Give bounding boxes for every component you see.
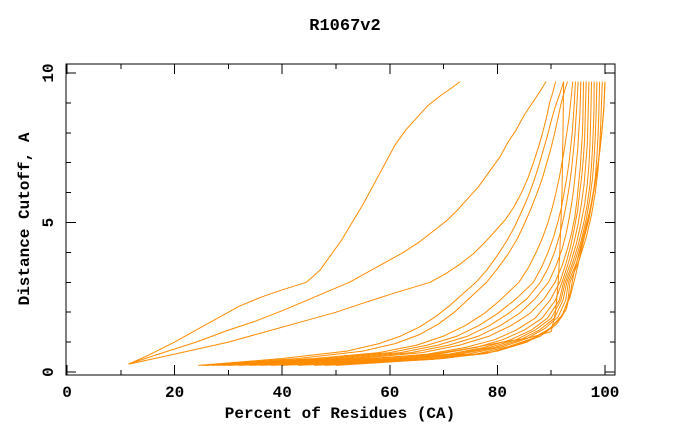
chart-title: R1067v2 [309,17,380,36]
y-axis-label: Distance Cutoff, A [16,132,34,305]
curve-model-16 [281,81,598,366]
tick-group [66,64,615,375]
curve-model-20 [335,81,606,366]
y-tick-label: 5 [40,218,58,228]
curve-model-01 [128,81,461,365]
plot-frame [65,63,616,376]
x-tick-label: 100 [591,384,620,402]
y-tick-label: 10 [40,63,58,82]
x-axis-label: Percent of Residues (CA) [225,405,455,423]
curve-model-14 [260,81,592,366]
curve-model-03 [129,81,556,365]
curve-model-17 [297,81,601,366]
x-tick-label: 80 [488,384,507,402]
curve-model-08 [211,81,579,366]
curve-model-02 [128,81,547,365]
curve-model-10 [222,81,584,366]
curve-model-05 [201,81,568,366]
curve-model-15 [270,81,595,366]
y-tick-label: 0 [40,367,58,377]
curve-model-04 [198,81,565,366]
x-tick-label: 20 [165,384,184,402]
curve-model-09 [217,81,582,366]
x-tick-label: 60 [380,384,399,402]
curve-model-18 [314,81,603,366]
curve-model-11 [227,81,565,366]
curve-model-06 [203,81,574,366]
curve-model-07 [206,81,576,366]
curve-model-13 [249,81,590,366]
tick-label-group: 0 20 40 60 80 100 0 5 10 [40,63,619,402]
x-tick-label: 0 [62,384,72,402]
curve-group [128,81,606,366]
x-tick-label: 40 [273,384,292,402]
curve-model-12 [238,81,587,366]
